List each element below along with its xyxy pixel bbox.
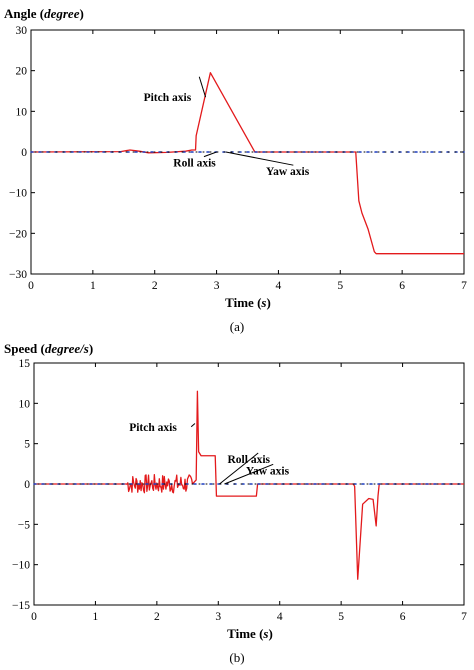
angle-chart-ylabel: Angle (degree) — [4, 6, 84, 21]
speed-chart-ytick-label: −5 — [18, 519, 30, 531]
angle-chart-ytick-label: 30 — [16, 25, 28, 37]
speed-chart-xtick-label: 1 — [93, 611, 99, 623]
speed-chart-annotation-arrow — [224, 463, 274, 485]
angle-chart-ytick-label: 0 — [21, 147, 27, 159]
speed-chart: Speed (degree/s) 0 1 2 3 4 5 6 7−15−10−5051015 … — [4, 341, 467, 665]
angle-chart-ytick-label: −30 — [9, 269, 27, 281]
speed-chart-ytick-label: −15 — [12, 600, 30, 612]
angle-chart-annotation-label: Yaw axis — [266, 166, 310, 178]
speed-chart-xtick-label: 2 — [154, 611, 160, 623]
speed-chart-xtick-label: 7 — [461, 611, 467, 623]
angle-chart-annotation-arrow — [203, 151, 217, 158]
speed-chart-annotation-arrow — [219, 452, 259, 485]
angle-chart-xtick-label: 5 — [337, 280, 343, 292]
speed-chart-ylabel: Speed (degree/s) — [4, 341, 93, 356]
angle-chart-xtick-label: 4 — [276, 280, 282, 292]
angle-chart-annotation-arrow — [198, 76, 207, 98]
angle-chart-xlabel: Time (s) — [225, 295, 271, 310]
speed-chart-xlabel: Time (s) — [227, 626, 273, 641]
speed-chart-ytick-label: 10 — [19, 398, 31, 410]
speed-chart-xtick-label: 4 — [277, 611, 283, 623]
speed-chart-annotation-label: Pitch axis — [129, 422, 177, 434]
angle-chart-ytick-label: 10 — [16, 106, 28, 118]
angle-chart-xtick-label: 7 — [461, 280, 467, 292]
angle-chart-ytick-label: 20 — [16, 66, 28, 78]
angle-chart: Angle (degree) 0 1 2 3 4 5 6 7−30−20−100102030 … — [4, 6, 467, 334]
speed-chart-ytick-label: 15 — [19, 358, 31, 370]
angle-chart-xtick-label: 3 — [214, 280, 220, 292]
speed-chart-ytick-label: 5 — [24, 439, 30, 451]
speed-chart-annotation-label: Yaw axis — [246, 465, 290, 477]
angle-chart-xtick-label: 2 — [152, 280, 158, 292]
speed-chart-xtick-label: 6 — [400, 611, 406, 623]
speed-chart-xtick-label: 3 — [215, 611, 221, 623]
speed-chart-caption: (b) — [229, 650, 244, 665]
angle-chart-annotation-arrow — [225, 151, 294, 166]
angle-chart-caption: (a) — [230, 319, 244, 334]
angle-chart-xtick-label: 6 — [399, 280, 405, 292]
speed-chart-xtick-label: 0 — [31, 611, 37, 623]
angle-chart-xtick-label: 1 — [90, 280, 96, 292]
speed-chart-series-pitch — [34, 390, 464, 580]
angle-chart-ytick-label: −20 — [9, 228, 27, 240]
speed-chart-annotation-arrow — [190, 423, 196, 428]
speed-chart-ytick-label: 0 — [24, 479, 30, 491]
speed-chart-xtick-label: 5 — [338, 611, 344, 623]
angle-chart-annotation-label: Pitch axis — [144, 92, 192, 104]
angle-chart-annotation-label: Roll axis — [173, 158, 216, 170]
speed-chart-ytick-label: −10 — [12, 560, 30, 572]
angle-chart-xtick-label: 0 — [28, 280, 34, 292]
angle-chart-ytick-label: −10 — [9, 188, 27, 200]
angle-chart-series-pitch — [30, 72, 464, 255]
